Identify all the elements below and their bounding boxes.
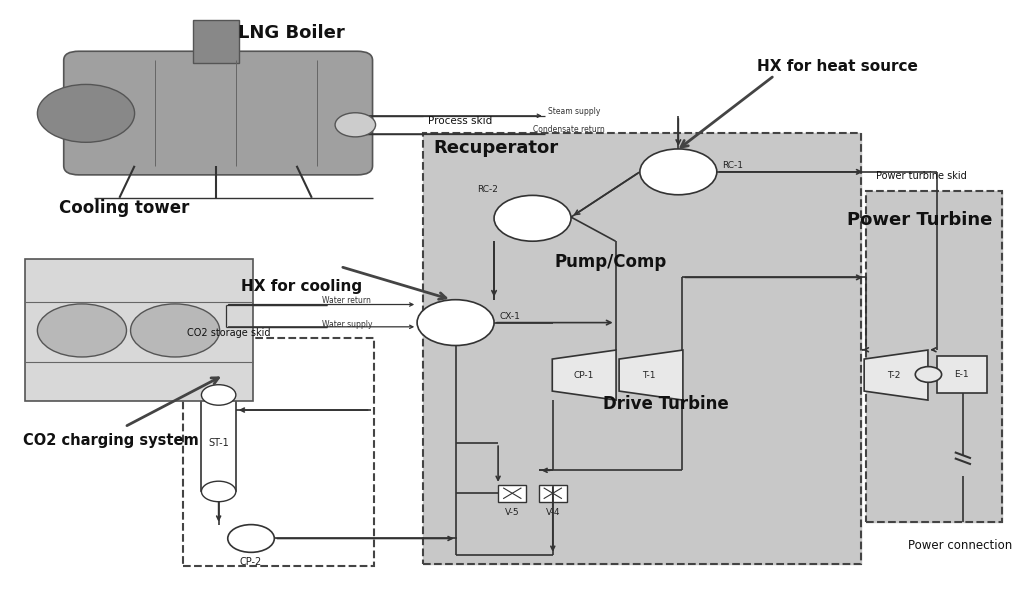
Text: Process skid: Process skid — [428, 116, 493, 125]
Circle shape — [640, 149, 717, 195]
Text: Cooling tower: Cooling tower — [59, 199, 189, 217]
Circle shape — [202, 481, 236, 502]
Text: RC-1: RC-1 — [722, 162, 742, 170]
Text: T-1: T-1 — [642, 371, 655, 379]
Circle shape — [38, 84, 134, 142]
FancyBboxPatch shape — [63, 51, 373, 175]
Circle shape — [335, 113, 376, 137]
Text: Condensate return: Condensate return — [532, 125, 604, 134]
FancyBboxPatch shape — [539, 485, 567, 502]
Text: Recuperator: Recuperator — [433, 139, 558, 157]
Text: Power Turbine: Power Turbine — [847, 211, 992, 229]
Text: E-1: E-1 — [954, 370, 969, 379]
Text: CP-1: CP-1 — [574, 371, 594, 379]
Polygon shape — [552, 350, 616, 400]
Text: Pump/Comp: Pump/Comp — [554, 253, 667, 271]
Text: CO2 storage skid: CO2 storage skid — [187, 328, 270, 338]
Text: V-4: V-4 — [546, 508, 560, 517]
Text: V-5: V-5 — [505, 508, 519, 517]
Circle shape — [227, 525, 274, 552]
Polygon shape — [864, 350, 928, 400]
Text: CO2 charging system: CO2 charging system — [24, 433, 200, 447]
FancyBboxPatch shape — [202, 395, 236, 491]
Circle shape — [417, 300, 494, 346]
Text: Power turbine skid: Power turbine skid — [876, 171, 967, 181]
FancyBboxPatch shape — [937, 356, 987, 393]
FancyBboxPatch shape — [194, 20, 239, 63]
Text: RC-2: RC-2 — [477, 185, 498, 194]
FancyBboxPatch shape — [423, 133, 860, 564]
Text: Water supply: Water supply — [322, 320, 373, 329]
Circle shape — [202, 385, 236, 405]
Text: ST-1: ST-1 — [208, 438, 229, 448]
Circle shape — [494, 195, 571, 241]
Polygon shape — [620, 350, 683, 400]
Text: Power connection: Power connection — [907, 539, 1012, 552]
Text: HX for heat source: HX for heat source — [758, 59, 919, 74]
Text: CX-1: CX-1 — [499, 312, 520, 321]
FancyBboxPatch shape — [865, 191, 1002, 522]
Text: Steam supply: Steam supply — [548, 107, 600, 116]
FancyBboxPatch shape — [498, 485, 526, 502]
Text: Drive Turbine: Drive Turbine — [603, 395, 729, 413]
Text: HX for cooling: HX for cooling — [241, 279, 362, 294]
Text: Water return: Water return — [322, 296, 371, 305]
Text: T-2: T-2 — [888, 371, 901, 379]
Circle shape — [915, 367, 942, 382]
Circle shape — [130, 304, 220, 357]
FancyBboxPatch shape — [26, 259, 253, 401]
Circle shape — [38, 304, 127, 357]
Text: CP-2: CP-2 — [240, 557, 262, 567]
Text: LNG Boiler: LNG Boiler — [239, 24, 345, 42]
